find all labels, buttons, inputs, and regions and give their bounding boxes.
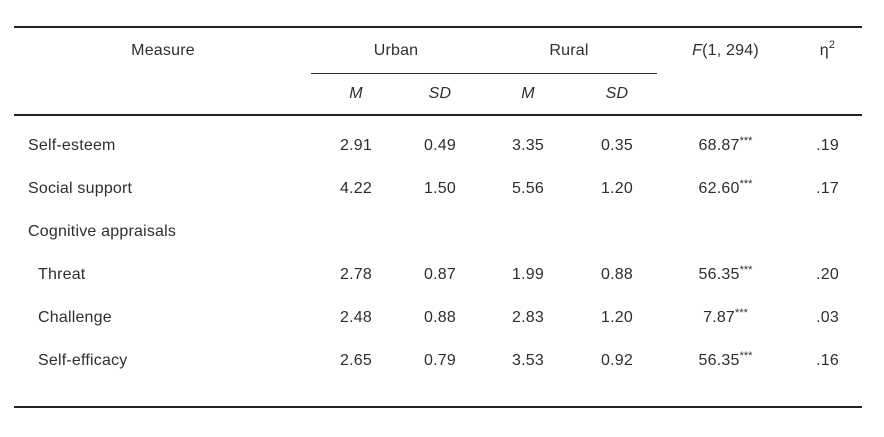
f-value: 56.35*** — [698, 349, 753, 369]
urban-sd-value: 1.50 — [424, 179, 456, 197]
rural-sd-value: 0.35 — [601, 136, 633, 154]
rural-mean-value: 3.35 — [512, 136, 544, 154]
f-value: 62.60*** — [698, 177, 753, 197]
urban-mean-value: 2.91 — [340, 136, 372, 154]
urban-mean-value: 2.65 — [340, 351, 372, 369]
eta-squared-value: .17 — [816, 179, 839, 197]
eta-squared-value: .19 — [816, 136, 839, 154]
header-group-row: Measure Urban Rural F(1, 294) η2 — [14, 28, 862, 73]
column-header-measure: Measure — [131, 41, 195, 59]
f-value: 68.87*** — [698, 134, 753, 154]
section-label: Cognitive appraisals — [28, 222, 177, 240]
urban-sd-value: 0.79 — [424, 351, 456, 369]
row-label: Self-esteem — [28, 136, 116, 154]
f-symbol: F — [692, 41, 703, 59]
urban-sd-value: 0.88 — [424, 308, 456, 326]
rural-mean-value: 3.53 — [512, 351, 544, 369]
header-stat-row: M SD M SD — [14, 74, 862, 114]
urban-mean-header: M — [349, 85, 363, 102]
table-row-self-efficacy: Self-efficacy 2.65 0.79 3.53 0.92 56.35*… — [14, 339, 862, 382]
significance-asterisks: *** — [739, 134, 753, 147]
urban-sd-header: SD — [428, 85, 452, 102]
table-row-social-support: Social support 4.22 1.50 5.56 1.20 62.60… — [14, 167, 862, 210]
column-group-rural: Rural — [549, 41, 589, 59]
column-header-eta-squared: η2 — [793, 38, 862, 60]
rural-sd-value: 1.20 — [601, 179, 633, 197]
f-df: (1, 294) — [702, 41, 759, 59]
significance-asterisks: *** — [735, 306, 748, 319]
significance-asterisks: *** — [739, 263, 753, 276]
rural-sd-header: SD — [605, 85, 629, 102]
urban-mean-value: 2.78 — [340, 265, 372, 283]
table-row-cognitive-appraisals-section: Cognitive appraisals — [14, 210, 862, 253]
rural-sd-value: 1.20 — [601, 308, 633, 326]
urban-mean-value: 4.22 — [340, 179, 372, 197]
eta-squared-value: .16 — [816, 351, 839, 369]
f-value: 56.35*** — [698, 263, 753, 283]
eta-squared-value: .20 — [816, 265, 839, 283]
row-label: Self-efficacy — [38, 351, 128, 369]
eta-squared-value: .03 — [816, 308, 839, 326]
urban-sd-value: 0.49 — [424, 136, 456, 154]
column-header-f-statistic: F(1, 294) — [658, 42, 793, 60]
rural-mean-header: M — [521, 85, 535, 102]
urban-mean-value: 2.48 — [340, 308, 372, 326]
table-row-challenge: Challenge 2.48 0.88 2.83 1.20 7.87*** .0… — [14, 296, 862, 339]
rural-sd-value: 0.92 — [601, 351, 633, 369]
row-label: Social support — [28, 179, 133, 197]
urban-sd-value: 0.87 — [424, 265, 456, 283]
table-body: Self-esteem 2.91 0.49 3.35 0.35 68.87***… — [14, 116, 862, 406]
column-group-urban: Urban — [373, 41, 419, 59]
row-label: Challenge — [38, 308, 112, 326]
eta-symbol: η — [819, 41, 829, 59]
rural-mean-value: 1.99 — [512, 265, 544, 283]
rural-sd-value: 0.88 — [601, 265, 633, 283]
row-label: Threat — [38, 265, 86, 283]
anova-results-table: Measure Urban Rural F(1, 294) η2 M SD M … — [14, 26, 862, 408]
eta-exponent: 2 — [828, 38, 836, 51]
rural-mean-value: 5.56 — [512, 179, 544, 197]
rural-mean-value: 2.83 — [512, 308, 544, 326]
table-row-self-esteem: Self-esteem 2.91 0.49 3.35 0.35 68.87***… — [14, 124, 862, 167]
table-header: Measure Urban Rural F(1, 294) η2 M SD M … — [14, 28, 862, 116]
group-spanner-rule — [311, 73, 657, 74]
f-value: 7.87*** — [703, 306, 748, 326]
significance-asterisks: *** — [739, 349, 753, 362]
table-row-threat: Threat 2.78 0.87 1.99 0.88 56.35*** .20 — [14, 253, 862, 296]
significance-asterisks: *** — [739, 177, 753, 190]
